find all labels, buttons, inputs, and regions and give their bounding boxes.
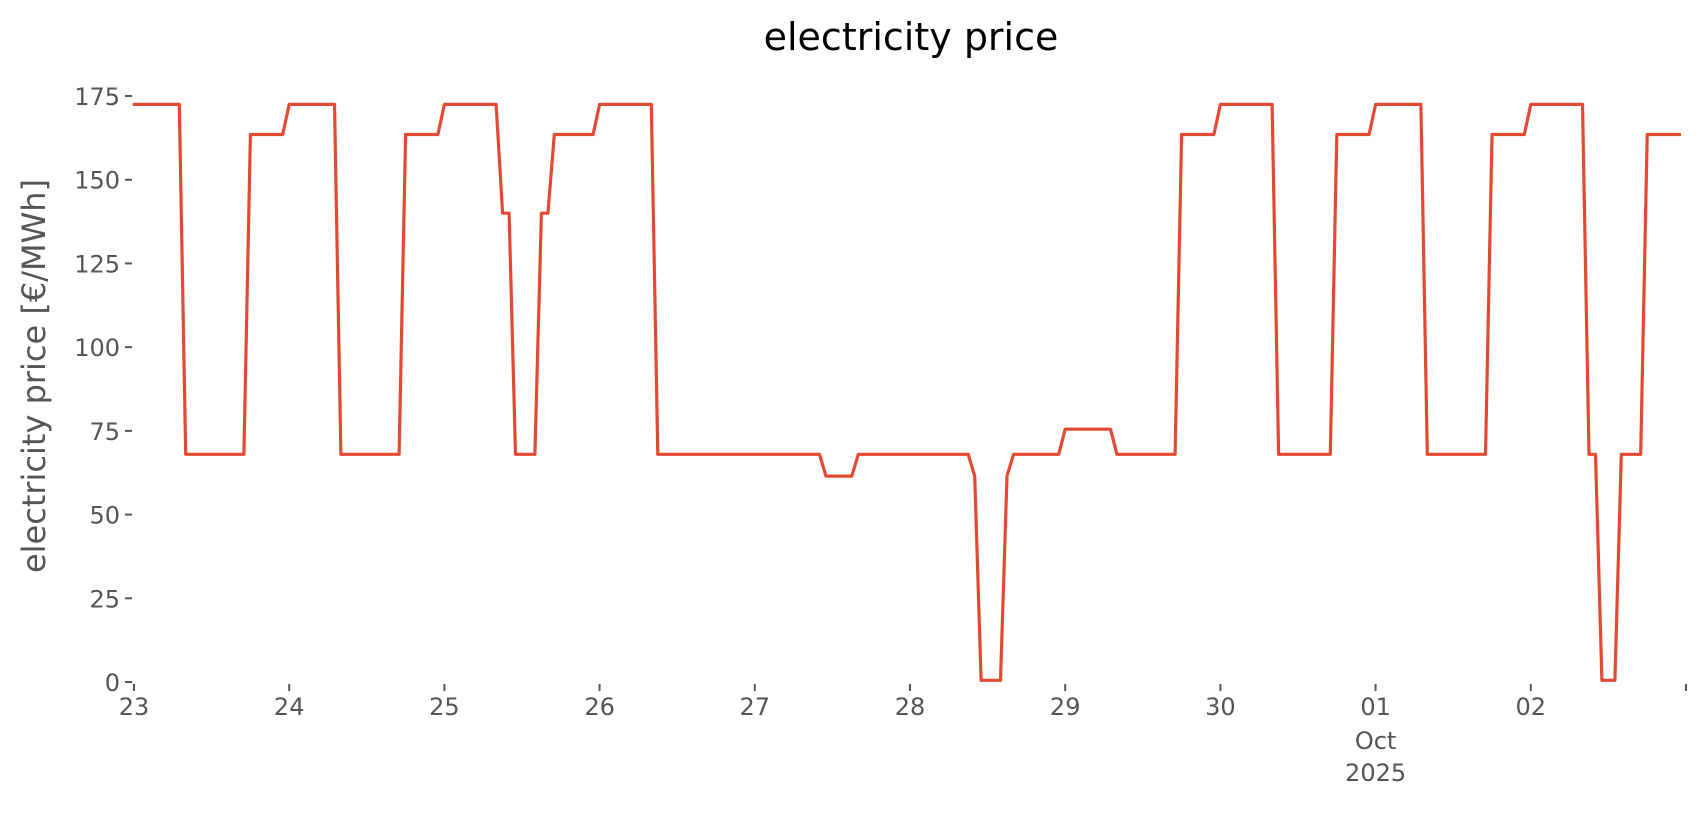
x-secondary-label: 2025 bbox=[1345, 759, 1406, 787]
y-tick-label: 75 bbox=[89, 418, 120, 446]
y-tick-label: 25 bbox=[89, 585, 120, 613]
plot-area bbox=[132, 102, 1682, 682]
y-tick-label: 175 bbox=[74, 83, 120, 111]
x-tick-label: 23 bbox=[119, 693, 150, 721]
x-secondary-label: Oct bbox=[1355, 727, 1397, 755]
price-series-line bbox=[132, 102, 1682, 682]
y-tick-label: 150 bbox=[74, 167, 120, 195]
y-tick-label: 0 bbox=[105, 669, 120, 697]
x-tick-label: 27 bbox=[740, 693, 771, 721]
y-axis-label: electricity price [€/MWh] bbox=[15, 179, 53, 573]
chart-title: electricity price bbox=[764, 15, 1059, 59]
x-axis: 23 24 25 26 27 28 29 30 01 02 Oct 2025 bbox=[119, 684, 1687, 787]
x-tick-label: 26 bbox=[584, 693, 615, 721]
y-tick-label: 50 bbox=[89, 502, 120, 530]
x-tick-label: 25 bbox=[429, 693, 460, 721]
y-tick-label: 100 bbox=[74, 334, 120, 362]
y-tick-label: 125 bbox=[74, 250, 120, 278]
x-tick-label: 28 bbox=[895, 693, 926, 721]
x-tick-label: 30 bbox=[1205, 693, 1236, 721]
x-tick-label: 02 bbox=[1516, 693, 1547, 721]
x-tick-label: 01 bbox=[1360, 693, 1391, 721]
y-axis: 0 25 50 75 100 125 150 175 bbox=[74, 83, 132, 697]
x-tick-label: 29 bbox=[1050, 693, 1081, 721]
x-tick-label: 24 bbox=[274, 693, 305, 721]
